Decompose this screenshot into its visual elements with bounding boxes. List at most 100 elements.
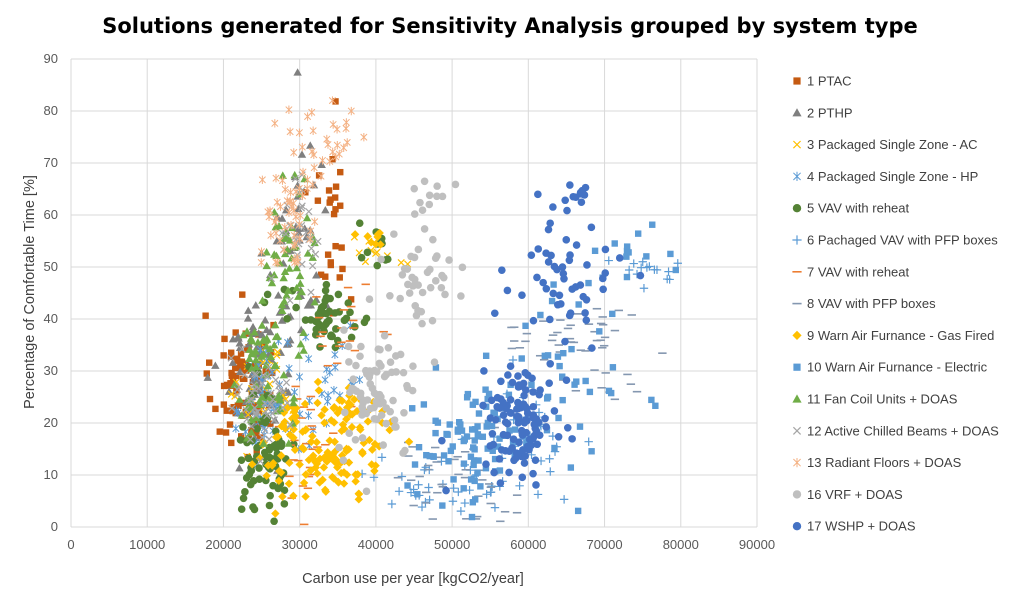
data-point (316, 343, 324, 351)
data-point (363, 232, 372, 241)
data-point (305, 207, 313, 216)
data-point (587, 223, 596, 232)
y-tick-label: 20 (44, 415, 58, 430)
data-point (284, 439, 293, 447)
data-point (243, 346, 251, 353)
legend-label: 3 Packaged Single Zone - AC (807, 137, 978, 152)
data-point (331, 194, 339, 201)
data-point (420, 401, 428, 408)
data-point (392, 352, 400, 360)
data-point (426, 265, 434, 274)
data-point (546, 315, 554, 324)
data-point (371, 239, 380, 249)
data-point (542, 284, 551, 293)
x-tick-label: 20000 (205, 537, 241, 552)
data-point (386, 291, 394, 300)
data-point (596, 328, 603, 335)
data-point (380, 372, 389, 381)
data-point (401, 446, 409, 455)
data-point (380, 331, 389, 340)
data-point (488, 429, 497, 438)
legend-label: 1 PTAC (807, 74, 852, 89)
data-point (267, 278, 277, 287)
data-point (321, 297, 330, 305)
data-point (295, 220, 303, 229)
data-point (562, 376, 571, 384)
data-point (445, 256, 453, 264)
data-point (223, 381, 231, 389)
data-point (242, 327, 252, 335)
data-point (344, 445, 353, 454)
data-point (398, 270, 407, 279)
data-point (305, 354, 313, 363)
data-point (350, 230, 360, 239)
data-point (228, 404, 236, 412)
data-point (248, 389, 256, 397)
data-point (556, 362, 563, 370)
data-point (237, 456, 246, 465)
data-point (482, 460, 490, 468)
data-point (409, 362, 417, 371)
data-point (275, 382, 283, 390)
data-point (414, 491, 421, 498)
data-point (260, 316, 270, 324)
data-point (325, 187, 333, 194)
data-point (414, 480, 423, 489)
legend-item: 13 Radiant Floors + DOAS (793, 455, 962, 470)
data-point (511, 426, 519, 433)
data-point (521, 369, 530, 377)
data-point (228, 358, 238, 366)
data-point (431, 277, 440, 285)
data-point (518, 355, 525, 362)
data-point (574, 507, 582, 515)
data-point (418, 319, 426, 328)
data-point (270, 517, 278, 526)
data-point (544, 258, 553, 266)
data-point (227, 354, 235, 362)
data-point (420, 225, 429, 233)
data-point (377, 362, 385, 370)
legend-item: 12 Active Chilled Beams + DOAS (792, 423, 999, 438)
data-point (343, 138, 351, 147)
data-point (272, 173, 280, 183)
data-point (256, 457, 265, 465)
data-point (301, 316, 310, 324)
data-point (306, 141, 315, 149)
data-point (394, 487, 404, 496)
data-point (242, 406, 250, 414)
data-point (508, 378, 517, 387)
data-point (431, 254, 440, 263)
data-point (301, 470, 311, 479)
data-point (623, 273, 631, 281)
data-point (257, 258, 265, 267)
data-point (290, 387, 299, 397)
data-point (384, 343, 393, 352)
data-point (335, 149, 343, 159)
data-point (265, 443, 274, 452)
data-point (588, 344, 596, 352)
data-point (347, 296, 355, 303)
data-point (357, 342, 365, 351)
data-point (636, 263, 646, 272)
data-point (255, 464, 263, 472)
data-point (304, 411, 313, 420)
data-point (314, 310, 323, 319)
data-point (211, 361, 220, 369)
legend: 1 PTAC 2 PTHP 3 Packaged Single Zone - AC 4… (792, 74, 999, 534)
grid (70, 58, 758, 528)
data-point (439, 502, 446, 509)
data-point (438, 192, 447, 201)
data-point (583, 261, 591, 269)
data-point (638, 257, 647, 266)
data-point (573, 378, 580, 385)
data-point (430, 453, 437, 460)
chart-title: Solutions generated for Sensitivity Anal… (102, 14, 918, 38)
data-point (246, 407, 255, 416)
data-point (298, 142, 306, 152)
data-point (555, 291, 564, 300)
data-point (571, 283, 580, 291)
data-point (387, 499, 397, 509)
data-point (494, 443, 502, 450)
legend-label: 12 Active Chilled Beams + DOAS (807, 423, 999, 438)
